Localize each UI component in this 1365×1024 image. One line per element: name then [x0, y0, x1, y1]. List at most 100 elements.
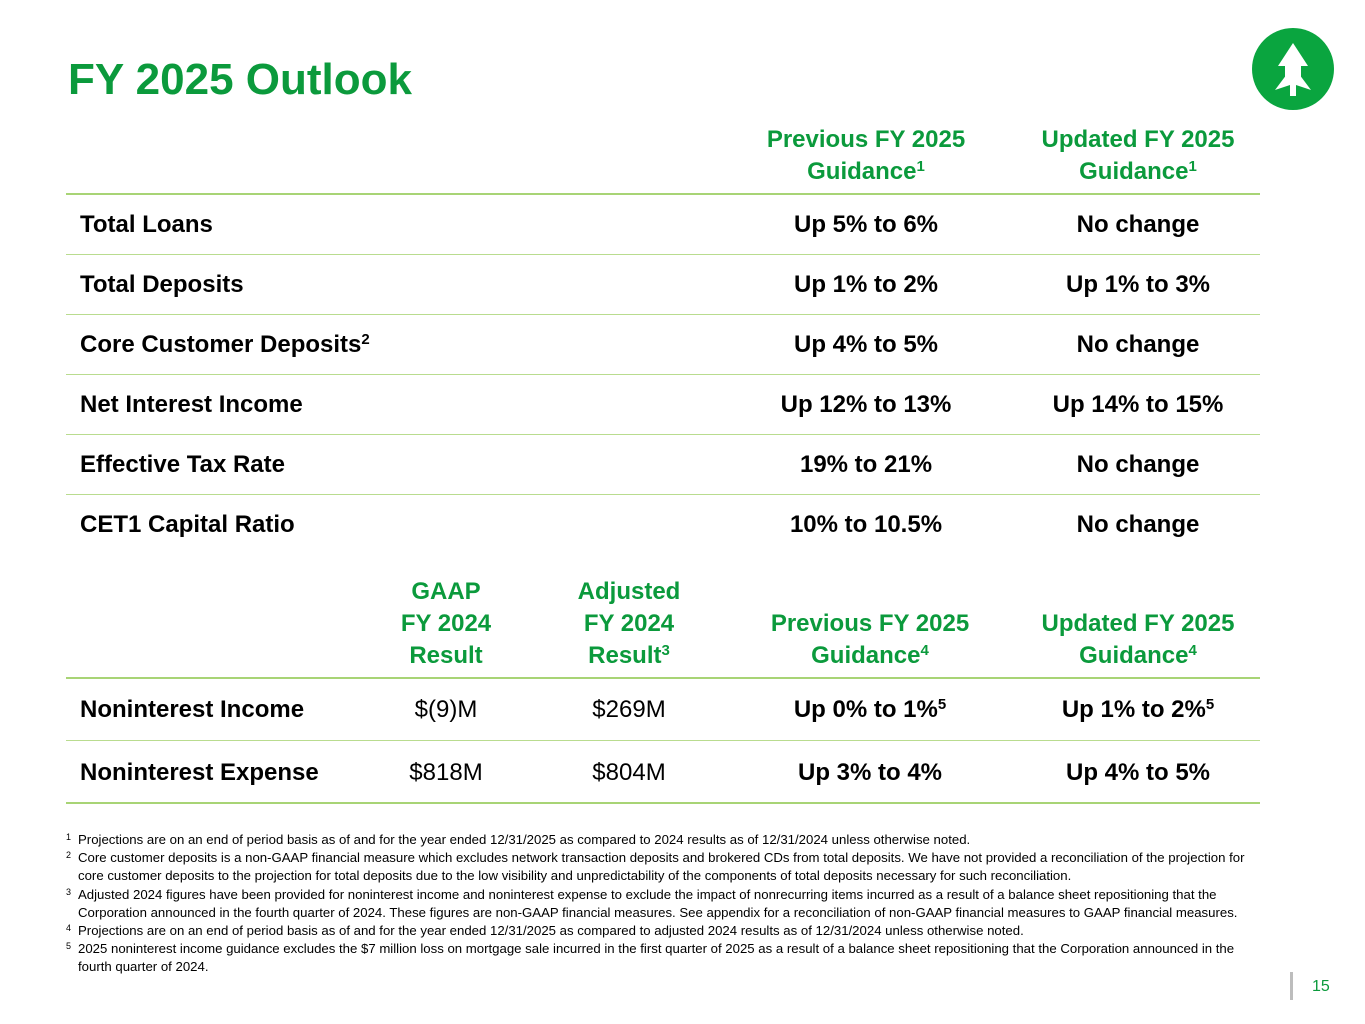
- header-line: Previous FY 2025: [770, 610, 970, 637]
- header-line: Guidance1: [1008, 156, 1268, 188]
- previous-value: Up 5% to 6%: [793, 211, 939, 238]
- footnote-ref: 2: [361, 331, 370, 348]
- header-line: Guidance4: [740, 640, 1000, 672]
- footnote-mark: 3: [66, 886, 72, 897]
- adjusted-value: $269M: [592, 696, 666, 723]
- header-line: Result: [366, 640, 526, 672]
- header-line: Updated FY 2025: [1041, 126, 1235, 153]
- table-row: Noninterest Income $(9)M $269M Up 0% to …: [66, 680, 1260, 740]
- gaap-value: $818M: [409, 759, 483, 786]
- footnote-mark: 1: [66, 832, 72, 842]
- table2-header-adjusted: Adjusted FY 2024 Result3: [549, 576, 709, 672]
- footnote: 3 Adjusted 2024 figures have been provide…: [66, 886, 1266, 922]
- footnote-ref: 1: [916, 158, 925, 175]
- table-row: Noninterest Expense $818M $804M Up 3% to…: [66, 743, 1260, 803]
- updated-value: No change: [1076, 451, 1200, 478]
- footnote-mark: 2: [66, 850, 72, 861]
- footnote: 2 Core customer deposits is a non-GAAP fi…: [66, 849, 1266, 885]
- row-label-text: Total Deposits: [80, 271, 244, 298]
- adjusted-value: $804M: [592, 759, 666, 786]
- previous-value: Up 4% to 5%: [793, 331, 939, 358]
- previous-value: 19% to 21%: [799, 451, 933, 478]
- previous-value: Up 12% to 13%: [780, 391, 952, 418]
- row-label-text: Total Loans: [80, 211, 213, 238]
- footnote-ref: 1: [1188, 158, 1197, 175]
- table-row: Total Deposits Up 1% to 2% Up 1% to 3%: [66, 255, 1260, 315]
- header-line: Guidance1: [736, 156, 996, 188]
- row-label: CET1 Capital Ratio: [80, 495, 295, 555]
- row-label: Total Deposits: [80, 255, 244, 315]
- footnote-text: Core customer deposits is a non-GAAP fin…: [78, 850, 1245, 884]
- table1-header-rule: [66, 193, 1260, 195]
- page-title: FY 2025 Outlook: [68, 55, 412, 104]
- updated-value: Up 14% to 15%: [1052, 391, 1224, 418]
- table2-header-updated: Updated FY 2025 Guidance4: [1008, 608, 1268, 672]
- header-line: Result3: [549, 640, 709, 672]
- updated-value: Up 1% to 2%5: [1008, 680, 1268, 740]
- table1-header-previous: Previous FY 2025 Guidance1: [736, 124, 996, 188]
- table2-header-gaap: GAAP FY 2024 Result: [366, 576, 526, 672]
- footnote: 1 Projections are on an end of period bas…: [66, 831, 1266, 849]
- row-label-text: Effective Tax Rate: [80, 451, 285, 478]
- footnote: 5 2025 noninterest income guidance exclud…: [66, 940, 1266, 976]
- footnote-text: 2025 noninterest income guidance exclude…: [78, 941, 1235, 975]
- page-number-divider: [1290, 972, 1293, 1000]
- footnote-text: Projections are on an end of period basi…: [78, 832, 971, 847]
- table-row: CET1 Capital Ratio 10% to 10.5% No chang…: [66, 495, 1260, 555]
- row-label: Net Interest Income: [80, 375, 303, 435]
- footnote-mark: 4: [66, 923, 72, 934]
- header-line: FY 2024: [400, 610, 492, 637]
- row-divider: [66, 254, 1260, 255]
- table2-header-previous: Previous FY 2025 Guidance4: [740, 608, 1000, 672]
- value-text: Up 0% to 1%: [793, 696, 938, 723]
- updated-value: No change: [1076, 331, 1200, 358]
- previous-value: 10% to 10.5%: [789, 511, 943, 538]
- logo: [1252, 28, 1334, 110]
- footnote-ref: 4: [920, 642, 929, 659]
- table-row: Effective Tax Rate 19% to 21% No change: [66, 435, 1260, 495]
- updated-value: No change: [1076, 511, 1200, 538]
- header-text: Guidance: [1079, 642, 1189, 669]
- header-line: Guidance4: [1008, 640, 1268, 672]
- header-line: Updated FY 2025: [1041, 610, 1235, 637]
- row-label: Effective Tax Rate: [80, 435, 285, 495]
- header-text: Result: [588, 642, 662, 669]
- header-text: Guidance: [1079, 158, 1189, 185]
- table1-header-updated: Updated FY 2025 Guidance1: [1008, 124, 1268, 188]
- row-divider: [66, 374, 1260, 375]
- table2-header-rule: [66, 677, 1260, 679]
- header-text: Result: [409, 642, 483, 669]
- footnote-mark: 5: [66, 941, 72, 952]
- header-line: Previous FY 2025: [766, 126, 966, 153]
- row-label: Core Customer Deposits2: [80, 315, 370, 375]
- tree-icon: [1275, 43, 1311, 96]
- footnote-ref: 3: [661, 642, 670, 659]
- row-label-text: CET1 Capital Ratio: [80, 511, 295, 538]
- row-label-text: Core Customer Deposits: [80, 331, 362, 358]
- footnote-ref: 5: [937, 696, 947, 713]
- footnote-text: Adjusted 2024 figures have been provided…: [78, 886, 1238, 920]
- updated-value: Up 1% to 3%: [1065, 271, 1211, 298]
- footnote-ref: 4: [1188, 642, 1197, 659]
- table2-bottom-rule: [66, 802, 1260, 804]
- table-row: Net Interest Income Up 12% to 13% Up 14%…: [66, 375, 1260, 435]
- row-divider: [66, 740, 1260, 741]
- row-label: Noninterest Income: [80, 696, 305, 723]
- row-label-text: Net Interest Income: [80, 391, 303, 418]
- updated-value: Up 4% to 5%: [1008, 743, 1268, 803]
- table-row: Total Loans Up 5% to 6% No change: [66, 195, 1260, 255]
- header-line: Adjusted: [577, 578, 681, 605]
- value-text: Up 3% to 4%: [797, 759, 943, 786]
- footnote: 4 Projections are on an end of period bas…: [66, 922, 1266, 940]
- gaap-value: $(9)M: [414, 696, 478, 723]
- value-text: Up 1% to 2%: [1061, 696, 1206, 723]
- header-line: FY 2024: [583, 610, 675, 637]
- row-label: Total Loans: [80, 195, 213, 255]
- header-text: Guidance: [811, 642, 921, 669]
- previous-value: Up 0% to 1%5: [740, 680, 1000, 740]
- footnote-ref: 5: [1205, 696, 1215, 713]
- value-text: Up 4% to 5%: [1065, 759, 1211, 786]
- footnote-text: Projections are on an end of period basi…: [78, 923, 1024, 939]
- previous-value: Up 3% to 4%: [740, 743, 1000, 803]
- row-divider: [66, 314, 1260, 315]
